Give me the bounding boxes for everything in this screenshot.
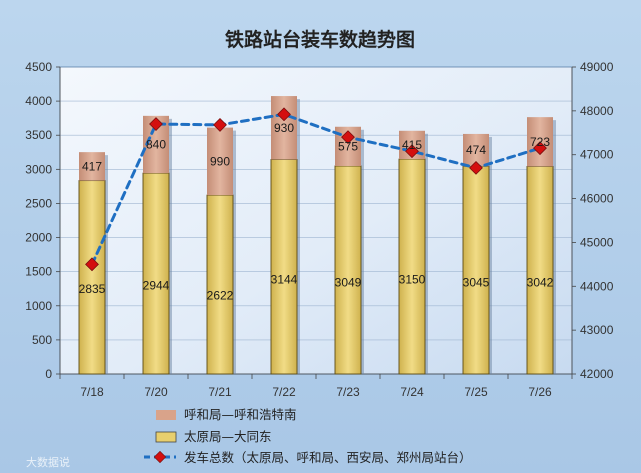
x-tick-label: 7/26 — [528, 385, 552, 399]
legend-label-total: 发车总数（太原局、呼和局、西安局、郑州局站台） — [184, 450, 472, 465]
bar-hohhot — [271, 96, 297, 160]
point-total — [469, 160, 483, 175]
x-tick-label: 7/21 — [208, 385, 232, 399]
left-tick-label: 1500 — [25, 265, 52, 279]
x-tick-label: 7/23 — [336, 385, 360, 399]
data-label-hohhot: 415 — [402, 138, 422, 152]
legend-label-hohhot: 呼和局—呼和浩特南 — [184, 407, 297, 422]
left-tick-label: 2000 — [25, 231, 52, 245]
data-label-datong: 2835 — [79, 282, 106, 296]
data-labels: 417 2835 840 2944 990 2622 930 3144 575 3049 415 31… — [79, 121, 554, 303]
data-label-hohhot: 930 — [274, 121, 294, 135]
bar-datong — [526, 166, 554, 375]
bar-datong — [142, 172, 170, 375]
data-label-datong: 3144 — [271, 273, 298, 287]
left-tick-label: 3500 — [25, 128, 52, 142]
left-tick-label: 3000 — [25, 162, 52, 176]
data-label-datong: 3049 — [335, 275, 362, 289]
x-tick-label: 7/25 — [464, 385, 488, 399]
data-label-hohhot: 417 — [82, 159, 102, 173]
right-y-axis: 42000 43000 44000 45000 46000 47000 48000 49000 — [571, 60, 614, 381]
right-tick-label: 47000 — [580, 148, 614, 162]
point-total — [213, 117, 227, 132]
x-tick-label: 7/20 — [144, 385, 168, 399]
point-total — [149, 117, 163, 131]
legend-label-datong: 太原局—大同东 — [184, 429, 272, 444]
point-total — [341, 130, 355, 145]
data-label-datong: 2622 — [207, 288, 234, 302]
right-tick-label: 43000 — [580, 323, 614, 337]
legend: 呼和局—呼和浩特南 太原局—大同东 发车总数（太原局、呼和局、西安局、郑州局站台… — [144, 407, 472, 465]
legend-swatch-total-marker — [153, 450, 167, 464]
data-label-datong: 3045 — [463, 276, 490, 290]
right-tick-label: 46000 — [580, 192, 614, 206]
x-tick-label: 7/18 — [80, 385, 104, 399]
data-label-datong: 3042 — [527, 276, 554, 290]
legend-swatch-hohhot — [156, 410, 176, 420]
bar-datong — [78, 180, 106, 375]
data-label-hohhot: 990 — [210, 154, 230, 168]
data-label-hohhot: 474 — [466, 143, 486, 157]
point-total — [405, 144, 419, 159]
point-total — [533, 141, 547, 156]
data-label-hohhot: 723 — [530, 135, 550, 149]
left-tick-label: 4500 — [25, 60, 52, 74]
left-tick-label: 4000 — [25, 94, 52, 108]
bar-hohhot — [207, 127, 233, 196]
bar-hohhot — [463, 133, 489, 167]
bar-datong — [462, 165, 490, 375]
data-label-hohhot: 840 — [146, 138, 166, 152]
line-total — [90, 112, 542, 266]
plot-area — [59, 66, 573, 375]
x-tick-label: 7/24 — [400, 385, 424, 399]
data-label-datong: 3150 — [399, 272, 426, 286]
left-tick-label: 0 — [45, 367, 52, 381]
right-tick-label: 48000 — [580, 104, 614, 118]
bar-hohhot — [79, 152, 105, 181]
legend-swatch-datong — [155, 431, 177, 443]
x-tick-label: 7/22 — [272, 385, 296, 399]
chart-title: 铁路站台装车数趋势图 — [225, 28, 415, 51]
data-label-datong: 2944 — [143, 279, 170, 293]
right-tick-label: 49000 — [580, 60, 614, 74]
bar-datong — [398, 158, 426, 375]
bar-datong — [270, 159, 298, 375]
left-tick-label: 2500 — [25, 196, 52, 210]
left-y-axis: 0 500 1000 1500 2000 2500 3000 3500 4000 4500 — [25, 60, 61, 381]
point-total — [277, 107, 291, 122]
left-tick-label: 500 — [32, 333, 52, 347]
right-tick-label: 45000 — [580, 235, 614, 249]
bar-datong — [334, 165, 362, 375]
right-tick-label: 44000 — [580, 279, 614, 293]
data-label-hohhot: 575 — [338, 139, 358, 153]
bar-datong — [206, 194, 234, 375]
right-tick-label: 42000 — [580, 367, 614, 381]
watermark: 大数据说 — [26, 455, 70, 469]
line-series — [85, 107, 547, 272]
left-tick-label: 1000 — [25, 299, 52, 313]
point-total — [85, 257, 99, 272]
